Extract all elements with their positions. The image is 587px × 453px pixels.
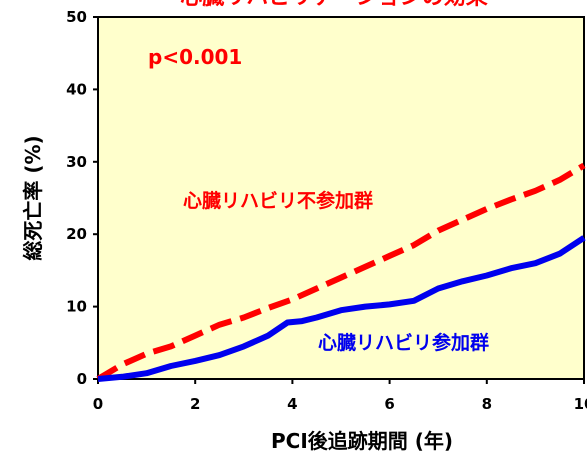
plot-area	[97, 16, 585, 380]
y-axis-title: 総死亡率 (%)	[21, 135, 45, 260]
y-tick-label: 20	[66, 225, 87, 243]
x-tick-label: 6	[384, 395, 394, 413]
series-lines	[96, 162, 586, 382]
x-tick-label: 0	[93, 395, 103, 413]
x-tick-label: 4	[287, 395, 297, 413]
y-tick-label: 40	[66, 80, 87, 98]
series-line-0	[96, 162, 586, 382]
x-axis: 0 2 4 6 8 10	[93, 379, 587, 413]
chart-title: 心臓リハビリテーションの効果	[180, 0, 488, 10]
y-tick-label: 10	[66, 298, 87, 316]
x-tick-label: 10	[574, 395, 587, 413]
x-tick-label: 8	[482, 395, 492, 413]
series-line-1	[97, 235, 586, 382]
y-axis: 0 10 20 30 40 50	[66, 8, 98, 388]
series-label-participants: 心臓リハビリ参加群	[318, 331, 489, 354]
y-tick-label: 50	[66, 8, 87, 26]
y-tick-label: 0	[77, 370, 87, 388]
p-value-annotation: p<0.001	[148, 45, 242, 69]
x-axis-title: PCI後追跡期間 (年)	[271, 429, 453, 453]
x-tick-label: 2	[190, 395, 200, 413]
y-tick-label: 30	[66, 153, 87, 171]
series-label-non-participants: 心臓リハビリ不参加群	[183, 189, 373, 212]
